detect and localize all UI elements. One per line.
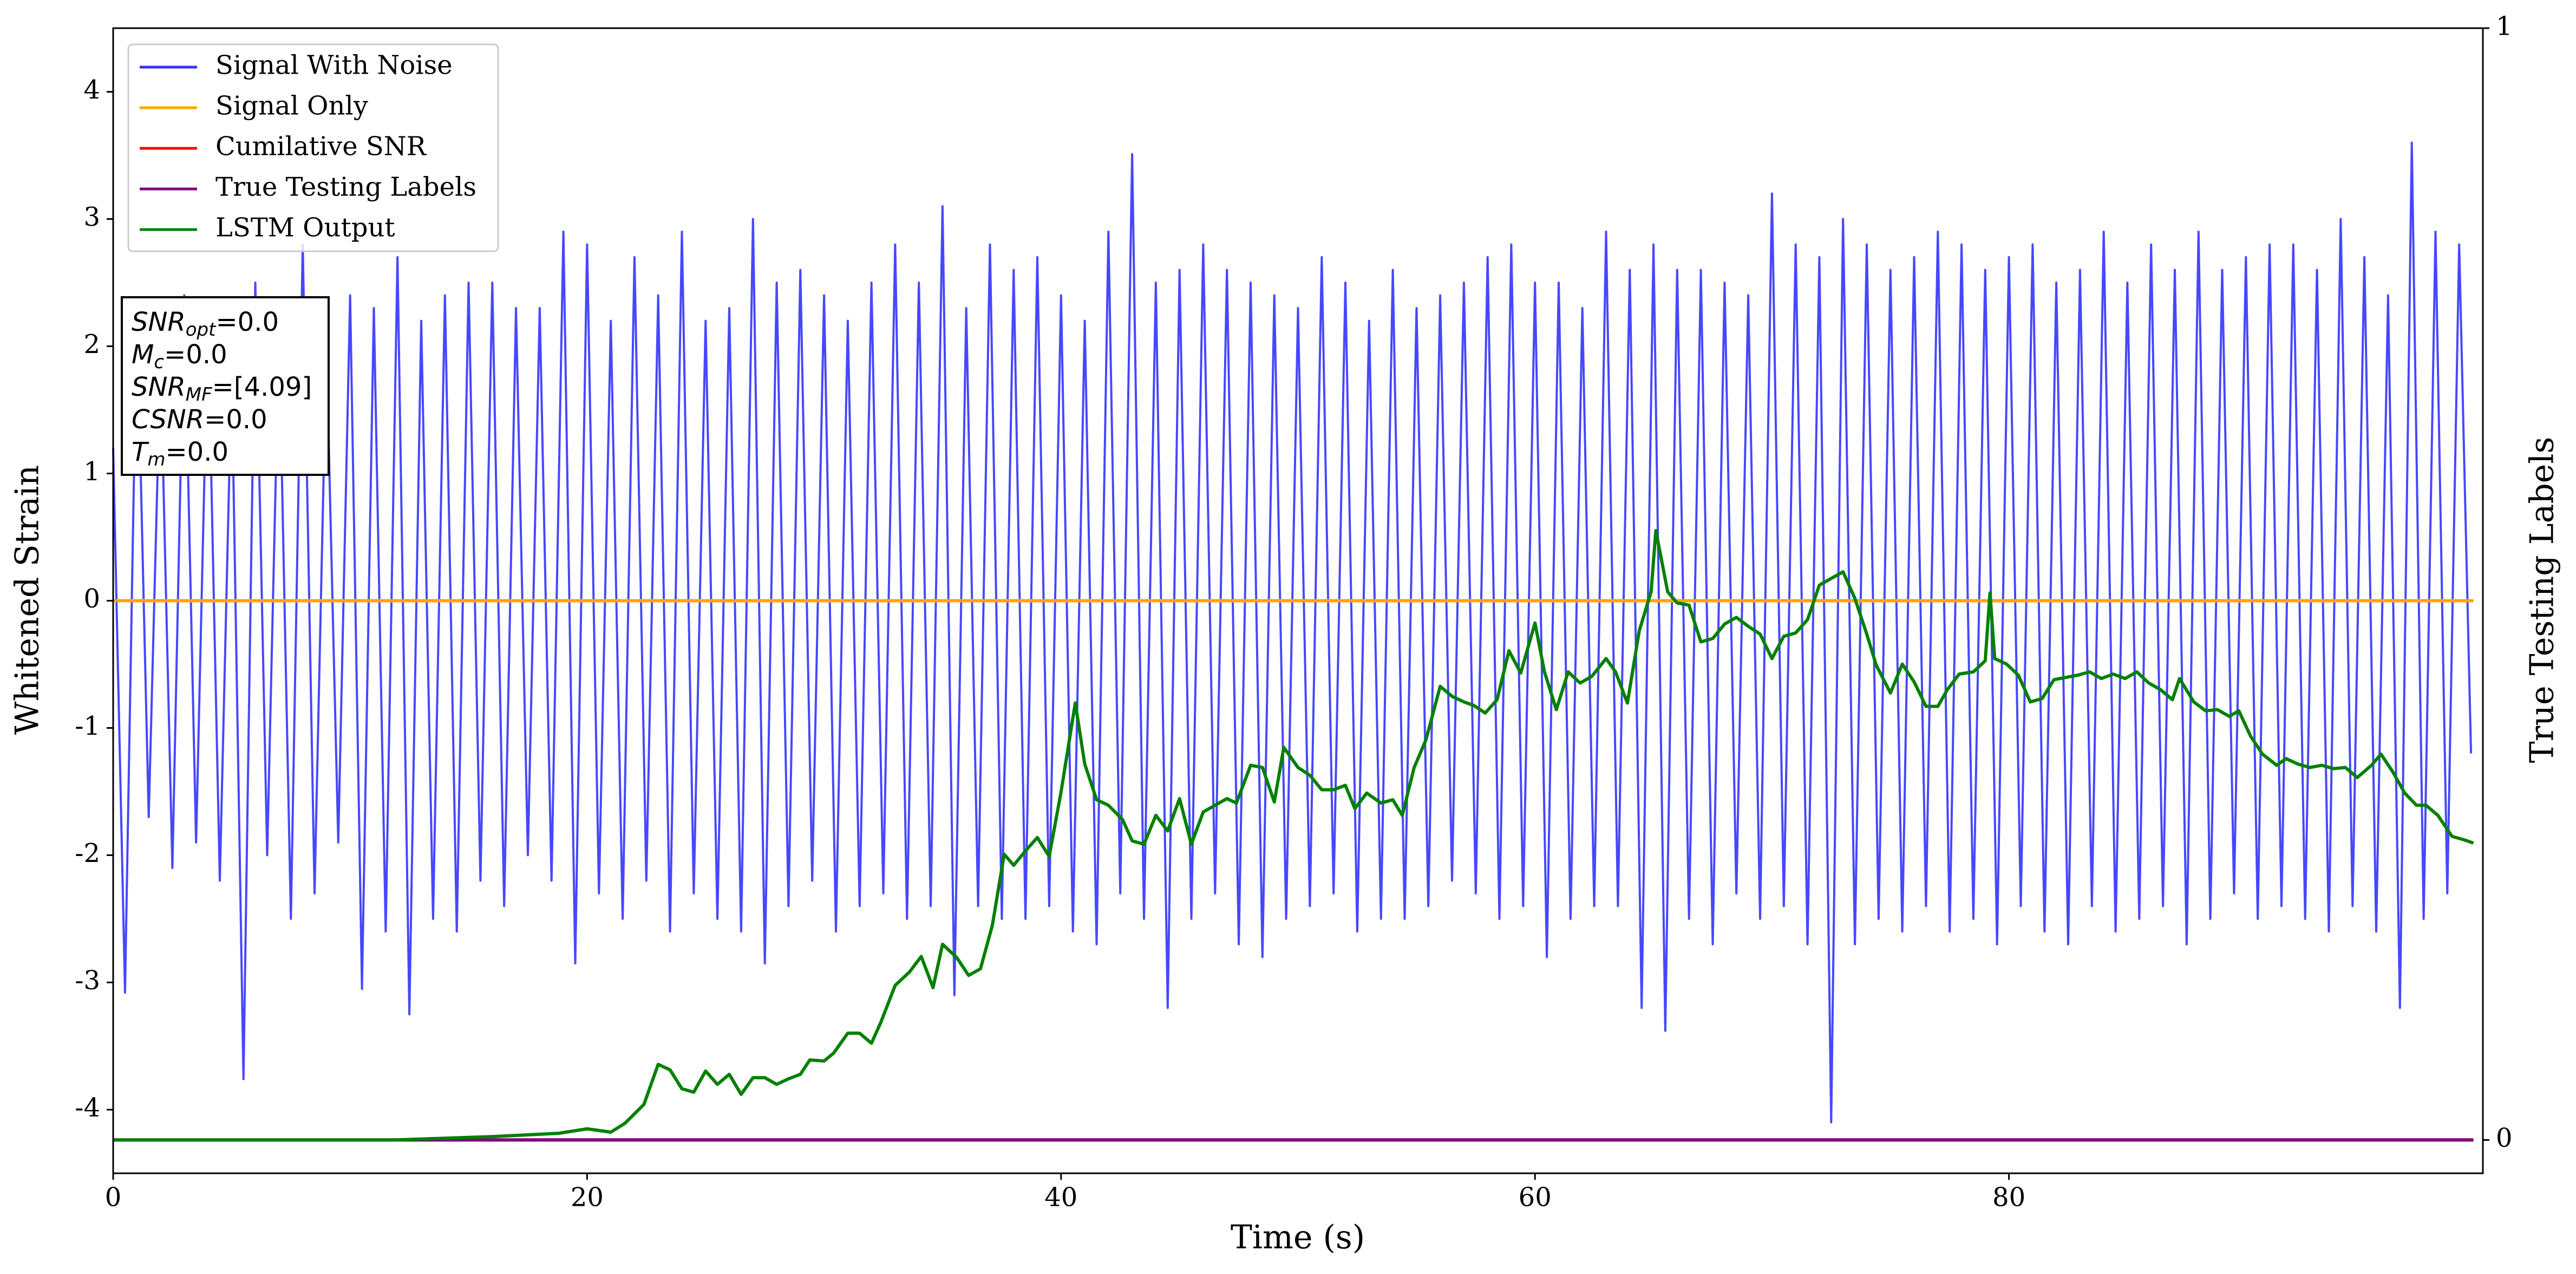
x-tick-label: 60: [1519, 1182, 1552, 1213]
y-tick-label: 4: [83, 75, 100, 105]
legend-entry: LSTM Output: [140, 213, 395, 243]
legend-label: Cumilative SNR: [215, 132, 427, 162]
legend-entry: Signal With Noise: [140, 50, 453, 81]
series-line: [112, 141, 2473, 1123]
annotation-subscript: MF: [186, 384, 212, 406]
annotation-line: CSNR=0.0: [132, 404, 267, 435]
y-tick-label: 2: [83, 329, 100, 360]
x-axis-label: Time (s): [1231, 1219, 1365, 1257]
x-tick-label: 20: [571, 1182, 604, 1213]
legend-label: True Testing Labels: [215, 172, 476, 202]
y2-tick-label: 1: [2496, 11, 2513, 42]
annotation-value: =0.0: [204, 404, 267, 435]
y-tick-label: 0: [83, 584, 100, 614]
legend-label: Signal With Noise: [215, 50, 453, 81]
annotation-box: SNRopt=0.0Mc=0.0SNRMF=[4.09]CSNR=0.0Tm=0…: [121, 296, 330, 476]
annotation-line: SNRMF=[4.09]: [132, 372, 312, 406]
legend-box: [127, 43, 499, 252]
legend: Signal With Noise Signal Only Cumilative S…: [127, 43, 499, 252]
annotation-subscript: opt: [186, 319, 217, 341]
annotation-symbol: M: [132, 339, 154, 370]
y-tick-label: -3: [75, 965, 100, 996]
y2-tick-label: 0: [2496, 1123, 2513, 1153]
y-tick-label: 1: [83, 456, 100, 487]
x-tick-label: 40: [1044, 1182, 1077, 1213]
y2-axis-label: True Testing Labels: [2523, 437, 2561, 763]
legend-label: Signal Only: [215, 91, 368, 121]
y-tick-label: -1: [75, 711, 100, 741]
legend-entry: Signal Only: [140, 91, 368, 121]
annotation-symbol: SNR: [132, 372, 186, 402]
y-tick-label: -4: [75, 1093, 100, 1123]
legend-entry: Cumilative SNR: [140, 132, 427, 162]
y-tick-label: 3: [83, 202, 100, 232]
annotation-value: =0.0: [215, 307, 279, 337]
y-axis-label: Whitened Strain: [9, 465, 47, 735]
x-tick-label: 0: [105, 1182, 122, 1213]
annotation-value: =0.0: [164, 339, 227, 370]
annotation-symbol: CSNR: [132, 404, 204, 435]
annotation-line: Tm=0.0: [132, 437, 228, 471]
annotation-symbol: SNR: [132, 307, 186, 337]
legend-label: LSTM Output: [215, 213, 395, 243]
annotation-value: =0.0: [165, 437, 228, 467]
x-tick-label: 80: [1992, 1182, 2025, 1213]
series-line: [113, 529, 2474, 1142]
legend-entry: True Testing Labels: [140, 172, 476, 202]
annotation-line: Mc=0.0: [132, 339, 227, 373]
annotation-frame: [121, 296, 330, 476]
annotation-value: =[4.09]: [212, 372, 312, 402]
plot-area: [112, 141, 2474, 1142]
annotation-symbol: T: [132, 437, 149, 467]
annotation-subscript: m: [147, 449, 165, 471]
y-tick-label: -2: [75, 838, 100, 868]
annotation-subscript: c: [154, 351, 164, 373]
annotation-line: SNRopt=0.0: [132, 307, 279, 341]
